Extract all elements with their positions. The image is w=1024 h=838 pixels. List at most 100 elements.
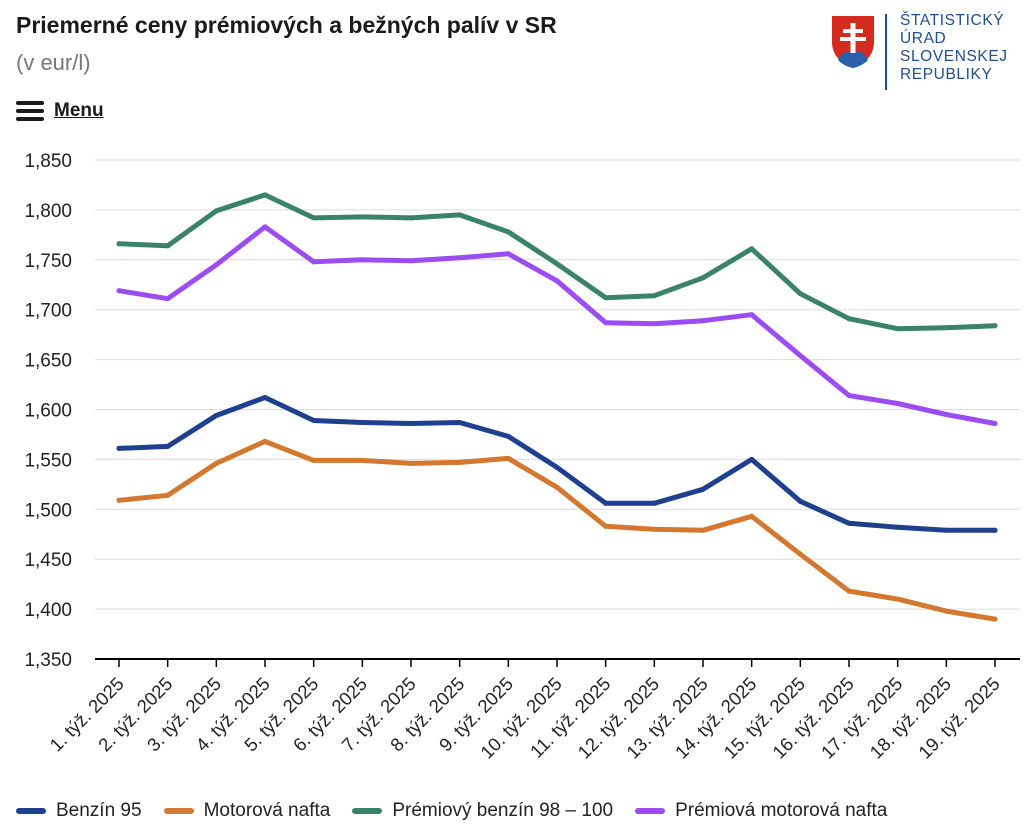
data-point[interactable] (846, 588, 852, 594)
data-point[interactable] (457, 255, 463, 261)
data-point[interactable] (700, 527, 706, 533)
data-point[interactable] (749, 246, 755, 252)
data-point[interactable] (943, 325, 949, 331)
data-point[interactable] (262, 192, 268, 198)
hamburger-icon (16, 101, 44, 121)
data-point[interactable] (797, 551, 803, 557)
data-point[interactable] (895, 596, 901, 602)
data-point[interactable] (749, 312, 755, 318)
data-point[interactable] (943, 608, 949, 614)
data-point[interactable] (213, 262, 219, 268)
data-point[interactable] (895, 524, 901, 530)
data-point[interactable] (116, 497, 122, 503)
data-point[interactable] (311, 457, 317, 463)
menu-button[interactable]: Menu (16, 100, 104, 122)
data-point[interactable] (165, 243, 171, 249)
data-point[interactable] (213, 208, 219, 214)
data-point[interactable] (213, 460, 219, 466)
data-point[interactable] (213, 413, 219, 418)
legend-item-benzin-95[interactable]: Benzín 95 (16, 800, 142, 822)
data-point[interactable] (992, 421, 998, 426)
data-point[interactable] (846, 393, 852, 398)
data-point[interactable] (457, 420, 463, 425)
data-point[interactable] (311, 418, 317, 423)
y-tick-label: 1,650 (24, 351, 72, 372)
y-tick-label: 1,450 (24, 550, 72, 571)
data-point[interactable] (651, 526, 657, 532)
data-point[interactable] (846, 520, 852, 526)
menu-label: Menu (54, 100, 104, 121)
data-point[interactable] (505, 229, 511, 235)
data-point[interactable] (651, 500, 657, 506)
data-point[interactable] (554, 278, 560, 284)
data-point[interactable] (359, 257, 365, 263)
data-point[interactable] (262, 224, 268, 230)
data-point[interactable] (359, 420, 365, 425)
data-point[interactable] (457, 212, 463, 218)
y-tick-label: 1,600 (24, 401, 72, 422)
data-point[interactable] (262, 438, 268, 444)
data-point[interactable] (408, 460, 414, 466)
data-point[interactable] (408, 215, 414, 221)
data-point[interactable] (554, 464, 560, 470)
series-line-0[interactable] (116, 395, 998, 533)
data-point[interactable] (846, 316, 852, 322)
legend-item-motorova-nafta[interactable]: Motorová nafta (163, 800, 330, 822)
y-tick-label: 1,850 (24, 151, 72, 172)
data-point[interactable] (895, 326, 901, 332)
data-point[interactable] (165, 492, 171, 498)
data-point[interactable] (311, 215, 317, 221)
statistical-office-logo[interactable]: ŠTATISTICKÝ ÚRAD SLOVENSKEJ REPUBLIKY (830, 12, 1016, 92)
data-point[interactable] (603, 523, 609, 529)
legend-swatch (352, 808, 383, 814)
data-point[interactable] (603, 295, 609, 301)
data-point[interactable] (359, 214, 365, 220)
data-point[interactable] (749, 513, 755, 519)
data-point[interactable] (505, 455, 511, 461)
data-point[interactable] (116, 241, 122, 247)
data-point[interactable] (603, 500, 609, 506)
data-point[interactable] (943, 527, 949, 533)
data-point[interactable] (797, 291, 803, 297)
legend-swatch (635, 808, 666, 814)
data-point[interactable] (797, 353, 803, 359)
data-point[interactable] (603, 320, 609, 326)
data-point[interactable] (116, 288, 122, 294)
data-point[interactable] (749, 456, 755, 462)
legend-item-premiova-nafta[interactable]: Prémiová motorová nafta (635, 800, 887, 822)
data-point[interactable] (651, 321, 657, 327)
data-point[interactable] (311, 259, 317, 265)
data-point[interactable] (554, 261, 560, 267)
logo-divider (885, 14, 887, 90)
legend: Benzín 95 Motorová nafta Prémiový benzín… (16, 800, 909, 822)
y-tick-label: 1,550 (24, 450, 72, 471)
data-point[interactable] (700, 486, 706, 492)
data-point[interactable] (992, 323, 998, 329)
data-point[interactable] (505, 251, 511, 257)
data-point[interactable] (408, 421, 414, 426)
data-point[interactable] (116, 445, 122, 451)
data-point[interactable] (554, 484, 560, 490)
data-point[interactable] (943, 412, 949, 417)
series-line-3[interactable] (116, 224, 998, 426)
data-point[interactable] (700, 275, 706, 281)
legend-item-premiovy-benzin[interactable]: Prémiový benzín 98 – 100 (352, 800, 613, 822)
data-point[interactable] (505, 433, 511, 439)
logo-text: ŠTATISTICKÝ ÚRAD SLOVENSKEJ REPUBLIKY (900, 12, 1008, 84)
data-point[interactable] (457, 459, 463, 465)
data-point[interactable] (992, 616, 998, 622)
data-point[interactable] (797, 498, 803, 504)
data-point[interactable] (992, 527, 998, 533)
y-tick-label: 1,800 (24, 201, 72, 222)
y-tick-label: 1,500 (24, 500, 72, 521)
data-point[interactable] (408, 258, 414, 264)
data-point[interactable] (895, 401, 901, 406)
data-point[interactable] (165, 296, 171, 302)
data-point[interactable] (700, 318, 706, 324)
data-point[interactable] (262, 395, 268, 400)
data-point[interactable] (165, 443, 171, 449)
y-tick-label: 1,400 (24, 600, 72, 621)
legend-label: Prémiová motorová nafta (675, 800, 888, 821)
data-point[interactable] (651, 293, 657, 299)
data-point[interactable] (359, 457, 365, 463)
